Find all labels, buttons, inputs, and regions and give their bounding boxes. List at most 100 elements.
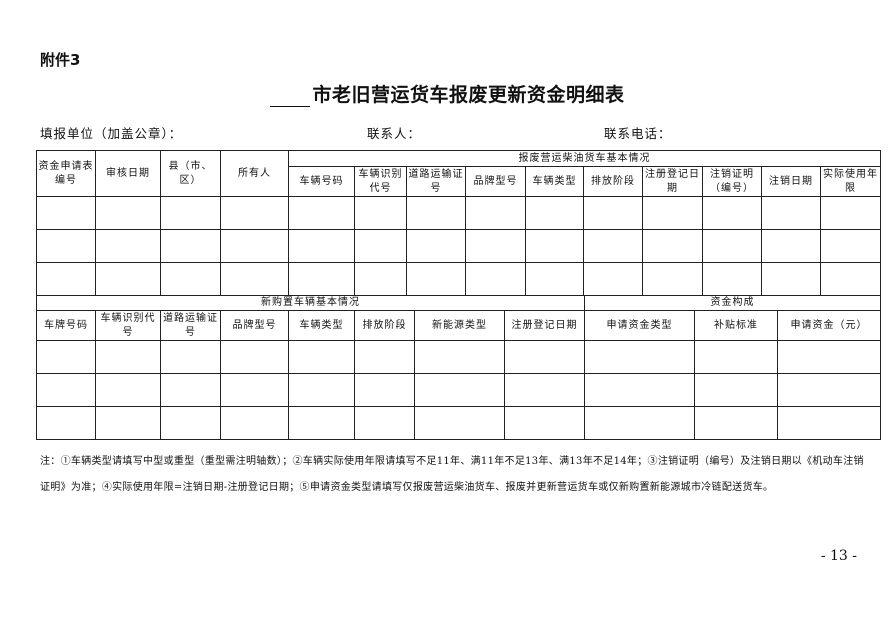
empty-cell[interactable] [95, 406, 161, 440]
header-cell: 实际使用年限 [819, 166, 882, 197]
table-row [36, 406, 881, 440]
empty-cell[interactable] [288, 340, 355, 374]
empty-cell[interactable] [465, 262, 526, 296]
empty-cell[interactable] [694, 373, 778, 407]
empty-cell[interactable] [354, 262, 407, 296]
empty-cell[interactable] [694, 340, 778, 374]
empty-cell[interactable] [642, 196, 703, 230]
empty-cell[interactable] [354, 373, 415, 407]
table-row [36, 229, 882, 263]
empty-cell[interactable] [414, 340, 505, 374]
empty-cell[interactable] [36, 373, 96, 407]
empty-cell[interactable] [583, 262, 643, 296]
empty-cell[interactable] [819, 196, 882, 230]
empty-cell[interactable] [761, 262, 821, 296]
empty-cell[interactable] [465, 229, 526, 263]
empty-cell[interactable] [160, 229, 221, 263]
empty-cell[interactable] [642, 229, 703, 263]
empty-cell[interactable] [525, 229, 584, 263]
header-cell: 所有人 [220, 150, 289, 197]
table-row [36, 340, 881, 374]
empty-cell[interactable] [288, 196, 355, 230]
empty-cell[interactable] [160, 340, 221, 374]
empty-cell[interactable] [288, 373, 355, 407]
empty-cell[interactable] [414, 373, 505, 407]
empty-cell[interactable] [354, 406, 415, 440]
header-cell: 车辆识别代号 [354, 166, 407, 197]
header-cell: 车牌号码 [36, 310, 96, 341]
empty-cell[interactable] [288, 262, 355, 296]
empty-cell[interactable] [354, 229, 407, 263]
empty-cell[interactable] [761, 196, 821, 230]
empty-cell[interactable] [220, 340, 289, 374]
unit-label: 填报单位（加盖公章）： [40, 126, 183, 141]
empty-cell[interactable] [414, 406, 505, 440]
empty-cell[interactable] [819, 229, 882, 263]
empty-cell[interactable] [504, 373, 585, 407]
empty-cell[interactable] [36, 406, 96, 440]
empty-cell[interactable] [220, 262, 289, 296]
footnote: 注：①车辆类型请填写中型或重型（重型需注明轴数）；②车辆实际使用年限请填写不足1… [40, 456, 864, 493]
empty-cell[interactable] [583, 229, 643, 263]
empty-cell[interactable] [160, 373, 221, 407]
empty-cell[interactable] [584, 373, 695, 407]
empty-cell[interactable] [525, 196, 584, 230]
table-row [36, 373, 881, 407]
empty-cell[interactable] [160, 406, 221, 440]
empty-cell[interactable] [702, 229, 762, 263]
empty-cell[interactable] [95, 340, 161, 374]
empty-cell[interactable] [220, 196, 289, 230]
header-cell: 申请资金类型 [584, 310, 695, 341]
empty-cell[interactable] [584, 340, 695, 374]
empty-cell[interactable] [95, 262, 161, 296]
scrapped-vehicle-table: 资金申请表编号 审核日期 县（市、区） 所有人 报废营运柴油货车基本情况 车辆号… [36, 150, 882, 296]
empty-cell[interactable] [160, 262, 221, 296]
empty-cell[interactable] [406, 229, 466, 263]
empty-cell[interactable] [761, 229, 821, 263]
empty-cell[interactable] [584, 406, 695, 440]
empty-cell[interactable] [36, 262, 96, 296]
contact-label: 联系人： [367, 126, 422, 141]
empty-cell[interactable] [160, 196, 221, 230]
empty-cell[interactable] [694, 406, 778, 440]
empty-cell[interactable] [95, 373, 161, 407]
empty-cell[interactable] [220, 373, 289, 407]
empty-cell[interactable] [504, 406, 585, 440]
empty-cell[interactable] [36, 196, 96, 230]
page-number: - 13 - [820, 548, 857, 564]
empty-cell[interactable] [642, 262, 703, 296]
empty-cell[interactable] [702, 262, 762, 296]
empty-cell[interactable] [406, 196, 466, 230]
empty-cell[interactable] [777, 406, 881, 440]
empty-cell[interactable] [354, 196, 407, 230]
empty-cell[interactable] [288, 229, 355, 263]
header-cell: 道路运输证号 [406, 166, 466, 197]
page-title: 市老旧营运货车报废更新资金明细表 [0, 80, 895, 107]
header-cell: 排放阶段 [583, 166, 643, 197]
group-header: 报废营运柴油货车基本情况 [287, 150, 882, 167]
title-text: 市老旧营运货车报废更新资金明细表 [312, 84, 625, 106]
empty-cell[interactable] [95, 196, 161, 230]
empty-cell[interactable] [702, 196, 762, 230]
header-cell: 车辆类型 [525, 166, 584, 197]
new-vehicle-table: 新购置车辆基本情况 资金构成 车牌号码 车辆识别代号 道路运输证号 品牌型号 车辆类型排… [36, 295, 881, 440]
empty-cell[interactable] [36, 340, 96, 374]
empty-cell[interactable] [465, 196, 526, 230]
empty-cell[interactable] [504, 340, 585, 374]
empty-cell[interactable] [777, 340, 881, 374]
empty-cell[interactable] [525, 262, 584, 296]
empty-cell[interactable] [36, 229, 96, 263]
empty-cell[interactable] [819, 262, 882, 296]
header-cell: 车辆类型 [288, 310, 355, 341]
empty-cell[interactable] [220, 229, 289, 263]
empty-cell[interactable] [95, 229, 161, 263]
empty-cell[interactable] [288, 406, 355, 440]
header-cell: 注销日期 [761, 166, 821, 197]
empty-cell[interactable] [220, 406, 289, 440]
empty-cell[interactable] [354, 340, 415, 374]
header-cell: 车辆识别代号 [95, 310, 161, 341]
empty-cell[interactable] [777, 373, 881, 407]
empty-cell[interactable] [583, 196, 643, 230]
empty-cell[interactable] [406, 262, 466, 296]
